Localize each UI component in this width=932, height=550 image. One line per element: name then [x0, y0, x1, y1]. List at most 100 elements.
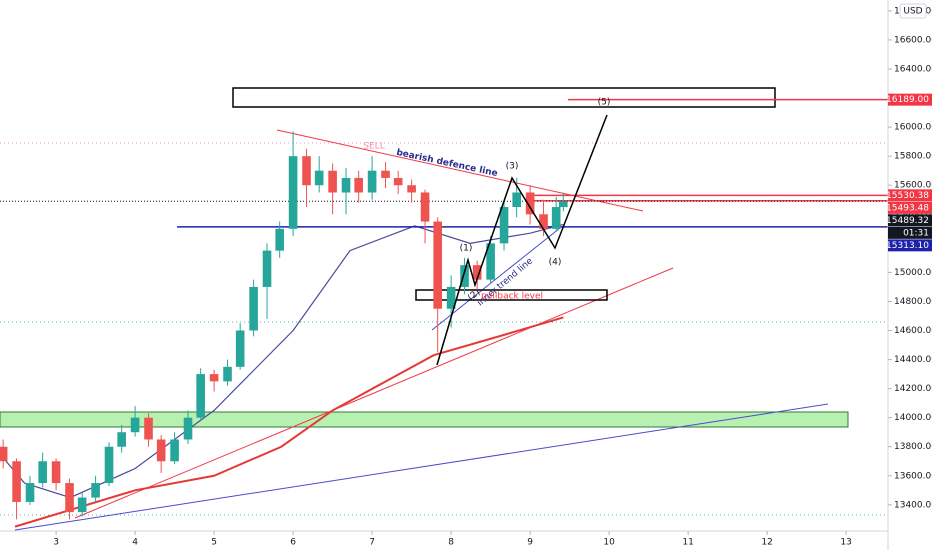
candle-body: [235, 330, 245, 367]
price-label: 15530.38: [886, 191, 929, 201]
candle-body: [354, 177, 363, 193]
candle-body: [499, 207, 509, 244]
candle-body: [446, 286, 456, 309]
candle-body: [196, 374, 205, 418]
y-tick-label: 14200.00: [894, 384, 932, 394]
price-label: 01:31: [903, 228, 929, 238]
candle-body: [460, 265, 469, 287]
candle-body: [51, 461, 61, 484]
y-tick-label: 16600.00: [894, 35, 932, 45]
price-label-box: [888, 189, 932, 202]
candle-body: [341, 177, 351, 193]
price-label-box: [888, 93, 932, 106]
candle-body: [170, 439, 179, 462]
candle-body: [223, 366, 232, 382]
candle-body: [156, 439, 166, 462]
x-tick-label: 3: [53, 538, 59, 548]
candle-body: [77, 497, 87, 513]
candle-body: [249, 286, 258, 331]
sell-label: SELL: [363, 142, 384, 152]
x-tick-label: 4: [132, 538, 138, 548]
candle-body: [512, 192, 521, 208]
candle-body: [130, 417, 140, 433]
candle-body: [551, 207, 561, 229]
inner-trend-line: [431, 227, 561, 331]
candle-body: [433, 221, 442, 309]
candle-body: [381, 170, 390, 178]
y-tick-label: 15800.00: [894, 152, 932, 162]
price-label: 15313.10: [886, 241, 929, 251]
price-label-box: [888, 239, 932, 252]
y-tick-label: 14800.00: [894, 297, 932, 307]
y-tick-label: 14000.00: [894, 413, 932, 423]
y-tick-label: 14600.00: [894, 326, 932, 336]
candle-body: [539, 214, 548, 229]
price-label: 15493.48: [886, 203, 929, 213]
candle-body: [183, 417, 193, 440]
pullback-zone: [415, 289, 608, 301]
x-tick-label: 9: [527, 538, 533, 548]
x-tick-label: 8: [448, 538, 454, 548]
x-tick-label: 13: [840, 538, 851, 548]
candle-body: [472, 265, 482, 280]
y-tick-label: 13800.00: [894, 442, 932, 452]
candle-body: [558, 201, 568, 208]
y-tick-label: 15000.00: [894, 268, 932, 278]
x-tick-label: 7: [369, 538, 375, 548]
x-tick-label: 10: [603, 538, 615, 548]
candle-body: [91, 483, 100, 498]
trend-line: [14, 403, 829, 531]
wave-label: (5): [598, 98, 611, 108]
wave-path: [436, 114, 608, 366]
candle-body: [328, 170, 337, 193]
candle-body: [420, 192, 430, 222]
pullback-label: pullback level: [481, 292, 543, 302]
candle-body: [12, 461, 21, 502]
price-label: 16189.00: [886, 95, 929, 105]
candle-body: [0, 446, 8, 462]
candle-body: [302, 156, 311, 186]
trend-line: [74, 267, 674, 519]
wave-label: (4): [549, 258, 562, 268]
candle-body: [525, 192, 535, 215]
price-label-box: [888, 226, 932, 239]
candle-body: [104, 446, 114, 484]
wave-label: (1): [460, 244, 473, 254]
candle-body: [262, 250, 272, 287]
y-tick-label: 16400.00: [894, 65, 932, 75]
wave-label: (3): [506, 162, 519, 172]
y-tick-label: 15600.00: [894, 181, 932, 191]
currency-box: [899, 3, 927, 19]
y-tick-label: 13400.00: [894, 500, 932, 510]
y-tick-label: 16000.00: [894, 123, 932, 133]
price-label: 15489.32: [886, 216, 929, 226]
x-tick-label: 12: [761, 538, 772, 548]
candle-body: [407, 185, 416, 193]
y-tick-label: 13600.00: [894, 471, 932, 481]
support-zone: [0, 411, 849, 428]
target-zone: [232, 87, 776, 108]
candle-body: [393, 177, 403, 186]
candle-body: [367, 170, 377, 193]
price-label-box: [888, 214, 932, 227]
candle-body: [486, 243, 495, 280]
candle-body: [25, 483, 35, 502]
y-tick-label: 14400.00: [894, 355, 932, 365]
price-label-box: [888, 201, 932, 214]
x-tick-label: 11: [682, 538, 693, 548]
candle-body: [209, 374, 219, 382]
x-tick-label: 5: [211, 538, 217, 548]
candle-body: [314, 170, 324, 186]
candle-body: [65, 483, 74, 513]
candle-body: [144, 417, 153, 440]
defence-label: bearish defence line: [395, 148, 498, 179]
defence-line: [276, 129, 644, 212]
candle-body: [288, 156, 298, 229]
currency: USD: [903, 7, 922, 17]
candle-body: [117, 432, 126, 447]
moving-average: [14, 316, 564, 528]
candle-body: [275, 228, 284, 251]
x-tick-label: 6: [290, 538, 296, 548]
candle-body: [38, 461, 47, 484]
